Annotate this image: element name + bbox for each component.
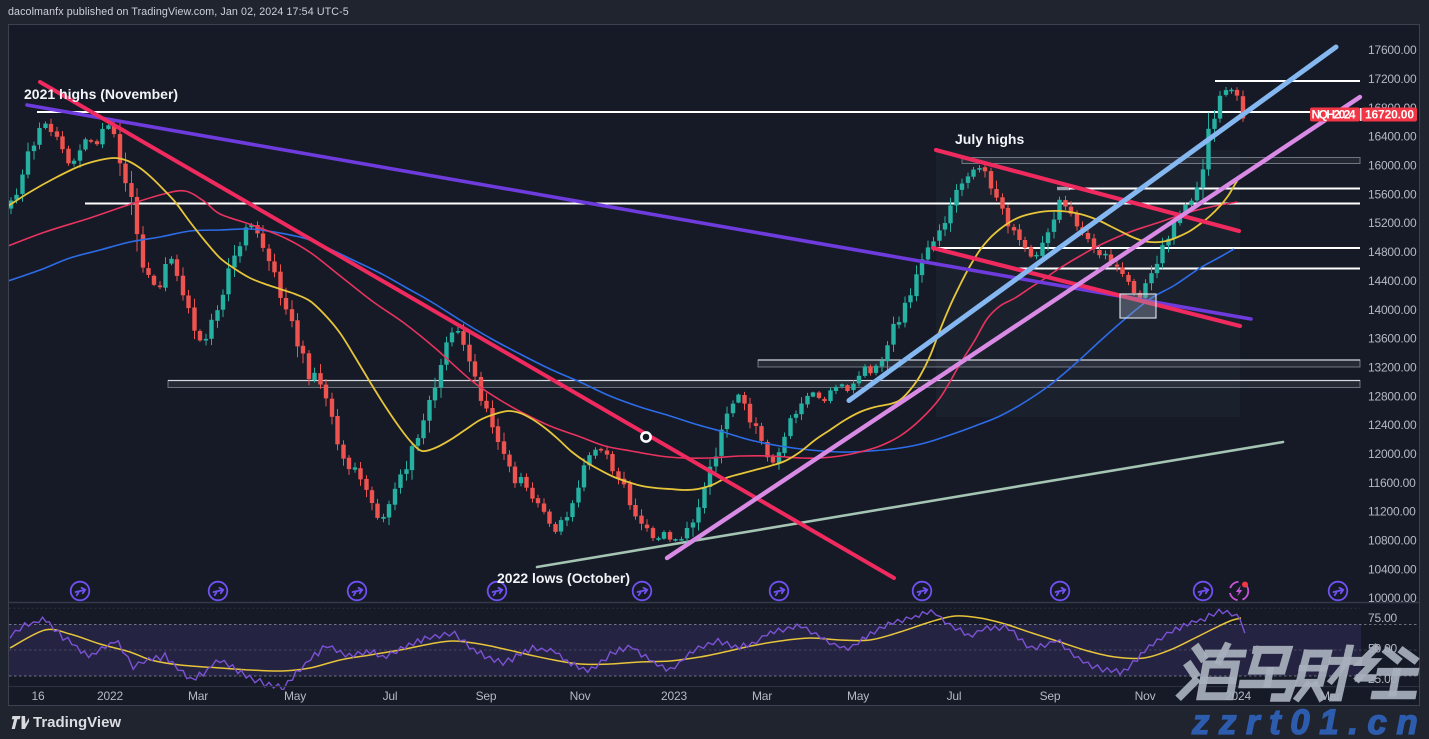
svg-text:2022: 2022 [97, 689, 123, 703]
svg-text:July highs: July highs [955, 131, 1024, 147]
svg-text:10400.00: 10400.00 [1368, 562, 1417, 576]
svg-text:11600.00: 11600.00 [1368, 476, 1416, 490]
svg-text:14400.00: 14400.00 [1368, 274, 1417, 288]
svg-text:15600.00: 15600.00 [1368, 187, 1417, 201]
svg-text:11200.00: 11200.00 [1368, 505, 1416, 519]
svg-text:14800.00: 14800.00 [1368, 245, 1417, 259]
svg-text:2021 highs (November): 2021 highs (November) [24, 86, 178, 102]
svg-text:Mar: Mar [752, 689, 772, 703]
svg-text:2023: 2023 [661, 689, 687, 703]
svg-text:12400.00: 12400.00 [1368, 418, 1417, 432]
svg-text:16000.00: 16000.00 [1368, 159, 1417, 173]
svg-text:Nov: Nov [1135, 689, 1156, 703]
svg-text:16720.00: 16720.00 [1365, 108, 1414, 122]
svg-text:12800.00: 12800.00 [1368, 389, 1417, 403]
svg-text:17600.00: 17600.00 [1368, 43, 1417, 57]
svg-text:10000.00: 10000.00 [1368, 591, 1417, 605]
svg-text:Sep: Sep [476, 689, 497, 703]
svg-text:2022 lows (October): 2022 lows (October) [497, 570, 630, 586]
svg-text:14000.00: 14000.00 [1368, 303, 1417, 317]
svg-text:13200.00: 13200.00 [1368, 360, 1417, 374]
svg-text:10800.00: 10800.00 [1368, 534, 1417, 548]
svg-text:Jul: Jul [383, 689, 398, 703]
svg-text:Nov: Nov [570, 689, 591, 703]
svg-text:16400.00: 16400.00 [1368, 130, 1417, 144]
svg-text:Sep: Sep [1040, 689, 1061, 703]
svg-text:Mar: Mar [188, 689, 208, 703]
svg-text:15200.00: 15200.00 [1368, 216, 1417, 230]
svg-text:May: May [284, 689, 306, 703]
svg-text:NQH2024: NQH2024 [1312, 108, 1356, 122]
svg-text:13600.00: 13600.00 [1368, 332, 1417, 346]
svg-text:12000.00: 12000.00 [1368, 447, 1417, 461]
svg-text:17200.00: 17200.00 [1368, 72, 1417, 86]
svg-text:75.00: 75.00 [1368, 611, 1398, 625]
svg-text:16: 16 [32, 689, 45, 703]
svg-text:Jul: Jul [947, 689, 962, 703]
svg-text:May: May [847, 689, 869, 703]
